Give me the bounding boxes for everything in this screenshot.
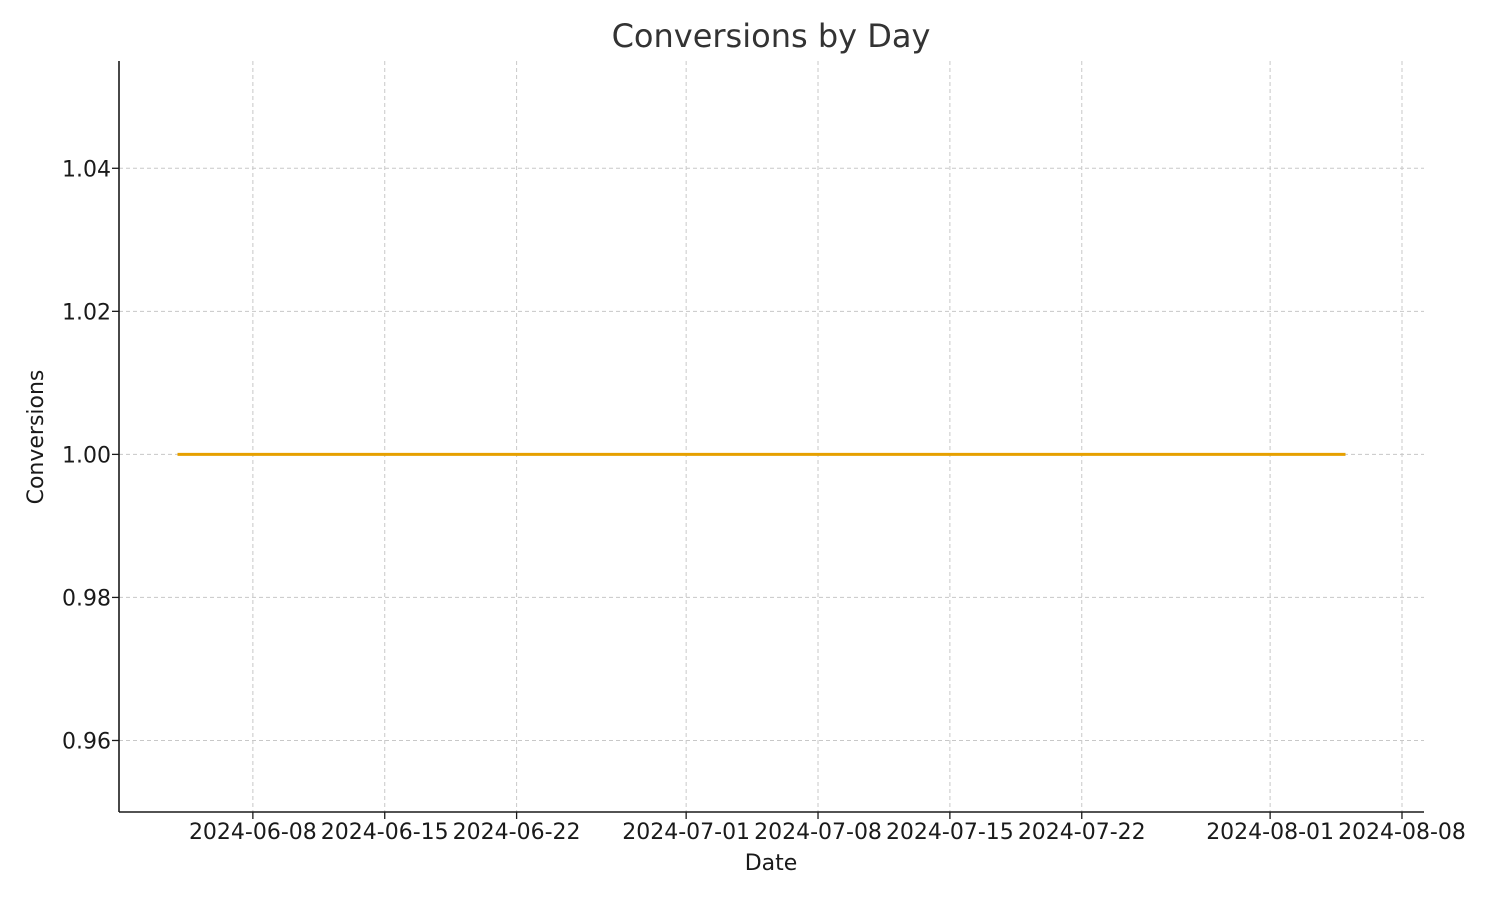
x-tick-label: 2024-08-08	[1338, 820, 1466, 845]
x-tick-label: 2024-06-08	[189, 820, 317, 845]
y-tick-label: 1.00	[62, 443, 111, 468]
x-tick-label: 2024-07-01	[622, 820, 750, 845]
x-axis-title: Date	[745, 851, 798, 876]
grid	[119, 61, 1424, 812]
x-tick-label: 2024-08-01	[1206, 820, 1334, 845]
x-tick-label: 2024-07-22	[1018, 820, 1146, 845]
y-tick-label: 1.04	[62, 157, 111, 182]
x-tick-label: 2024-06-15	[321, 820, 449, 845]
chart-title: Conversions by Day	[612, 17, 931, 55]
y-axis-title: Conversions	[24, 370, 49, 505]
y-tick-label: 0.96	[62, 729, 111, 754]
axes	[118, 61, 1424, 813]
ticks: 2024-06-08 2024-06-15 2024-06-22 2024-07-01…	[62, 157, 1466, 845]
x-tick-label: 2024-07-15	[886, 820, 1014, 845]
x-tick-label: 2024-06-22	[453, 820, 581, 845]
y-tick-label: 1.02	[62, 300, 111, 325]
y-tick-label: 0.98	[62, 586, 111, 611]
x-tick-label: 2024-07-08	[754, 820, 882, 845]
